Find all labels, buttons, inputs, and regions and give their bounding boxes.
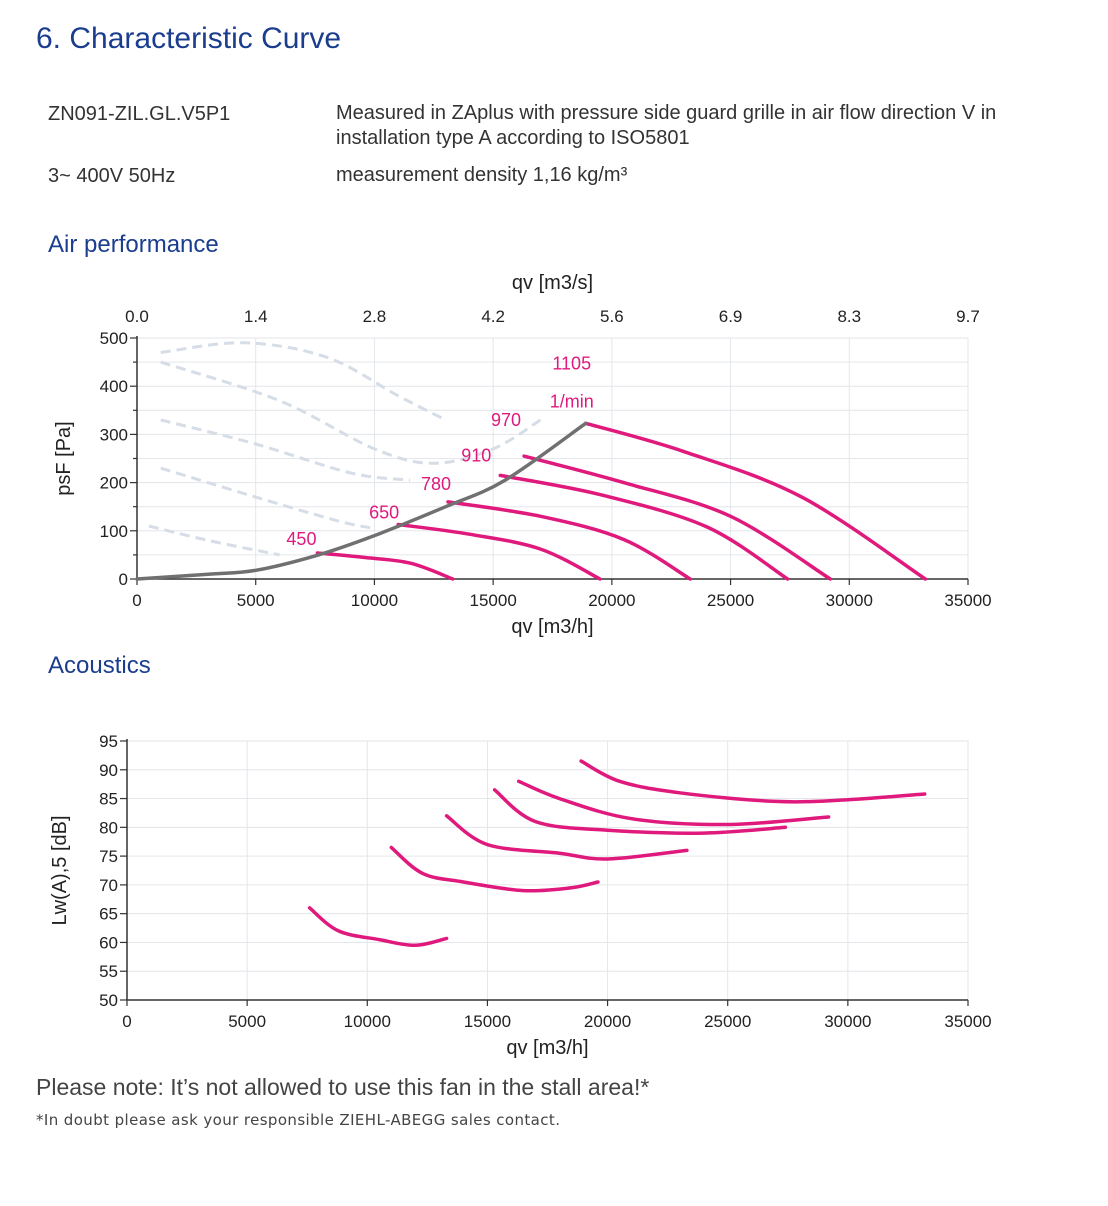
speed-label-1105: 1105	[552, 353, 591, 373]
sound-curve-2	[389, 845, 600, 893]
x2-axis-title: qv [m3/s]	[512, 272, 593, 294]
sound-curve-4	[492, 788, 788, 835]
y-tick-label: 400	[100, 377, 128, 396]
speed-curve-910	[498, 473, 790, 581]
x-tick-label: 20000	[588, 591, 635, 610]
x-axis-title: qv [m3/h]	[511, 616, 593, 638]
speed-curve-970	[522, 454, 833, 581]
acoustics-chart: 0 5000 10000 15000 20000 25000 30000 35000 50 55 6…	[49, 732, 992, 1059]
acoustics-heading: Acoustics	[48, 652, 151, 679]
y-tick-label: 95	[99, 732, 118, 751]
model-code: ZN091-ZIL.GL.V5P1	[48, 103, 231, 125]
x-tick-label: 30000	[826, 591, 873, 610]
x2-tick-label: 2.8	[363, 307, 387, 326]
y-axis-title: psF [Pa]	[53, 421, 75, 495]
air-performance-chart: 0 5000 10000 15000 20000 25000 30000 35000 0 100 2…	[53, 272, 992, 638]
speed-label-970: 970	[491, 410, 521, 430]
y-tick-label: 85	[99, 790, 118, 809]
x-tick-label: 25000	[707, 591, 754, 610]
x-tick-label: 15000	[464, 1012, 511, 1031]
x2-tick-label: 6.9	[719, 307, 743, 326]
measurement-note-line2: installation type A according to ISO5801	[336, 127, 690, 149]
x-tick-label: 30000	[824, 1012, 871, 1031]
x-axis-title: qv [m3/h]	[506, 1037, 588, 1059]
ghost-curve	[160, 360, 542, 465]
speed-label-450: 450	[286, 529, 316, 549]
x-tick-label: 35000	[944, 1012, 991, 1031]
sound-curve-1	[307, 906, 449, 948]
air-performance-heading: Air performance	[48, 231, 219, 258]
speed-curve-780	[446, 500, 692, 581]
speed-label-780: 780	[421, 474, 451, 494]
plot-border	[126, 740, 969, 1001]
y-tick-label: 60	[99, 933, 118, 952]
x2-tick-label: 0.0	[125, 307, 149, 326]
x-tick-label: 10000	[351, 591, 398, 610]
ghost-curve	[160, 466, 375, 530]
x2-tick-label: 5.6	[600, 307, 624, 326]
y-tick-label: 300	[100, 425, 128, 444]
x2-tick-label: 8.3	[837, 307, 861, 326]
system-resistance-line	[135, 421, 588, 581]
y-tick-label: 100	[100, 522, 128, 541]
y-tick-label: 90	[99, 761, 118, 780]
x2-tick-label: 4.2	[481, 307, 505, 326]
ghost-curve	[148, 524, 280, 557]
y-tick-label: 50	[99, 991, 118, 1010]
x-tick-label: 20000	[584, 1012, 631, 1031]
y-tick-label: 55	[99, 962, 118, 981]
x-tick-label: 25000	[704, 1012, 751, 1031]
sound-curve-6	[579, 759, 927, 804]
y-tick-label: 0	[119, 570, 128, 589]
x2-tick-label: 1.4	[244, 307, 268, 326]
stall-area-note: Please note: It’s not allowed to use thi…	[36, 1074, 650, 1100]
x2-tick-label: 9.7	[956, 307, 980, 326]
page-title: 6. Characteristic Curve	[36, 22, 342, 55]
sound-curve-3	[444, 814, 689, 861]
x-tick-label: 35000	[944, 591, 991, 610]
y-tick-label: 80	[99, 818, 118, 837]
x-tick-label: 10000	[344, 1012, 391, 1031]
x-tick-label: 0	[122, 1012, 131, 1031]
x-tick-label: 0	[132, 591, 141, 610]
y-tick-label: 200	[100, 474, 128, 493]
y-axis-title: Lw(A),5 [dB]	[49, 815, 71, 925]
speed-curve-450	[315, 551, 455, 581]
sales-contact-footnote: *In doubt please ask your responsible ZI…	[36, 1111, 561, 1129]
x-tick-label: 5000	[228, 1012, 266, 1031]
measurement-note-line1: Measured in ZAplus with pressure side gu…	[336, 102, 997, 124]
speed-curve-1105	[583, 421, 928, 581]
speed-label-910: 910	[461, 445, 491, 465]
y-tick-label: 70	[99, 876, 118, 895]
measurement-density: measurement density 1,16 kg/m³	[336, 164, 628, 186]
speed-unit-label: 1/min	[550, 391, 594, 411]
y-tick-label: 75	[99, 847, 118, 866]
y-tick-label: 65	[99, 905, 118, 924]
speed-label-650: 650	[369, 503, 399, 523]
x-tick-label: 5000	[237, 591, 275, 610]
supply-voltage: 3~ 400V 50Hz	[48, 165, 176, 187]
x-tick-label: 15000	[470, 591, 517, 610]
ghost-curve	[160, 341, 447, 422]
y-tick-label: 500	[100, 329, 128, 348]
sound-curve-5	[516, 779, 831, 827]
speed-curve-650	[396, 522, 602, 581]
ghost-curve	[160, 418, 411, 482]
